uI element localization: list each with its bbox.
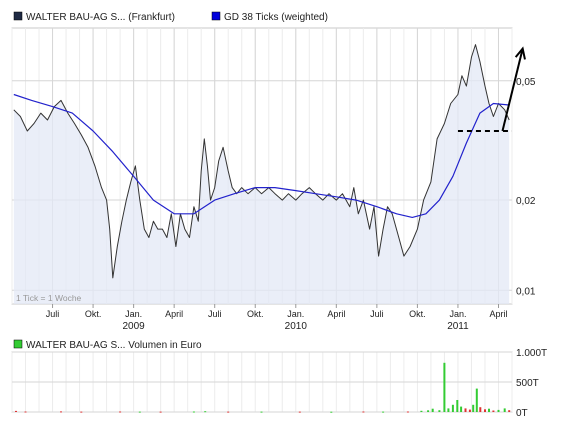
legend-swatch-volume — [13, 339, 23, 349]
x-tick-label: Jan. — [125, 309, 142, 319]
volume-bar — [468, 409, 471, 412]
x-year-label: 2010 — [285, 321, 308, 332]
volume-bar — [464, 408, 467, 412]
volume-bar — [431, 408, 434, 412]
volume-bar — [192, 411, 195, 413]
volume-bar — [479, 407, 482, 412]
legend-label-price: WALTER BAU-AG S... (Frankfurt) — [26, 12, 175, 23]
volume-bar — [159, 411, 162, 413]
volume-bar — [443, 362, 446, 412]
legend-swatch-price — [13, 11, 23, 21]
y-tick-label: 0,05 — [516, 77, 536, 88]
volume-bar — [475, 388, 478, 412]
x-year-label: 2009 — [122, 321, 145, 332]
x-tick-label: Okt. — [409, 309, 426, 319]
volume-bar — [138, 411, 141, 413]
volume-bar — [503, 408, 506, 412]
volume-bar — [204, 411, 207, 413]
volume-bar — [484, 409, 486, 412]
volume-bars — [15, 362, 511, 413]
price-legend: WALTER BAU-AG S... (Frankfurt) GD 38 Tic… — [13, 11, 328, 23]
x-tick-label: April — [489, 309, 507, 319]
y-tick-label: 0,02 — [516, 196, 536, 207]
legend-label-volume: WALTER BAU-AG S... Volumen in Euro — [26, 340, 202, 351]
x-tick-label: Jan. — [449, 309, 466, 319]
volume-bar — [80, 411, 83, 413]
volume-y-tick-label: 1.000T — [516, 348, 547, 359]
volume-bar — [15, 410, 17, 412]
trend-arrow-line — [501, 48, 524, 132]
volume-bar — [427, 410, 430, 412]
x-tick-label: Juli — [46, 309, 60, 319]
x-tick-label: Okt. — [247, 309, 264, 319]
volume-bar — [508, 410, 511, 412]
volume-bar — [438, 410, 441, 412]
volume-bar — [60, 411, 62, 413]
volume-y-tick-label: 0T — [516, 408, 528, 419]
trend-arrow-head — [514, 46, 526, 60]
price-panel: 0,01 0,02 0,05 Juli Okt. Jan. 2009 April Juli Ok… — [11, 11, 536, 332]
volume-bar — [406, 411, 409, 413]
legend-swatch-average — [211, 11, 221, 21]
x-axis: Juli Okt. Jan. 2009 April Juli Okt. Jan. 2010 Apr… — [46, 304, 507, 332]
price-series-layer — [13, 44, 510, 304]
y-tick-label: 0,01 — [516, 286, 536, 297]
volume-bar — [492, 410, 495, 412]
x-tick-label: April — [165, 309, 183, 319]
x-tick-label: Juli — [208, 309, 222, 319]
x-tick-label: Jan. — [287, 309, 304, 319]
volume-bar — [460, 406, 463, 412]
volume-bar — [362, 411, 365, 413]
volume-bar — [330, 411, 333, 413]
volume-bar — [451, 404, 454, 412]
volume-bar — [298, 411, 301, 413]
volume-bar — [260, 411, 263, 413]
volume-y-axis: 1.000T 500T 0T — [516, 348, 547, 419]
volume-bar — [24, 411, 27, 413]
volume-bar — [382, 411, 385, 413]
volume-bar — [472, 404, 475, 412]
volume-bar — [420, 410, 423, 412]
tick-note: 1 Tick = 1 Woche — [16, 293, 82, 303]
x-year-label: 2011 — [447, 321, 469, 332]
volume-bar — [227, 411, 230, 413]
moving-average-line — [13, 93, 510, 218]
price-area-fill — [13, 44, 510, 304]
legend-label-average: GD 38 Ticks (weighted) — [224, 12, 328, 23]
volume-bar — [447, 408, 450, 412]
x-tick-label: Juli — [370, 309, 384, 319]
volume-bar — [488, 408, 490, 412]
x-tick-label: Okt. — [85, 309, 102, 319]
volume-y-tick-label: 500T — [516, 378, 539, 389]
volume-bar — [456, 400, 459, 412]
x-tick-label: April — [327, 309, 345, 319]
volume-panel: 1.000T 500T 0T WALTER BAU-AG S... Volumen … — [11, 339, 547, 419]
price-y-axis: 0,01 0,02 0,05 — [516, 77, 536, 298]
volume-bar — [119, 411, 122, 413]
price-line — [13, 44, 510, 279]
volume-legend: WALTER BAU-AG S... Volumen in Euro — [13, 339, 202, 351]
annotation-layer — [457, 46, 526, 132]
volume-bar — [497, 409, 500, 412]
